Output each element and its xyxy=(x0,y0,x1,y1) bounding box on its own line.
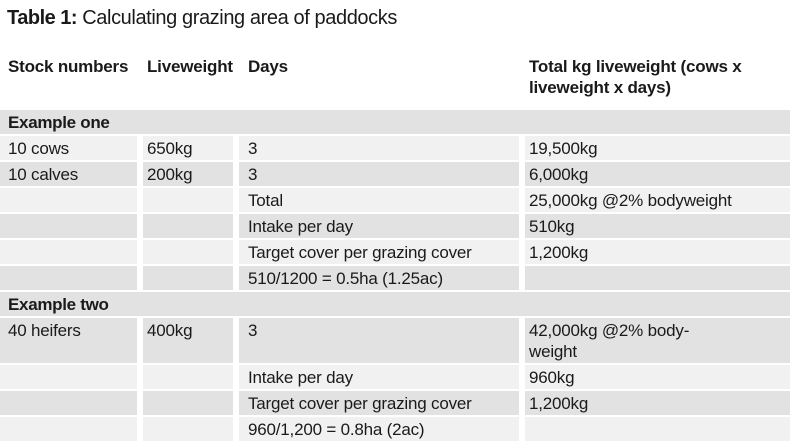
table-cell: 1,200kg xyxy=(525,391,790,415)
table-row: 10 cows 650kg 3 19,500kg xyxy=(0,136,790,160)
section-header: Example one xyxy=(0,110,790,134)
table-cell: 10 cows xyxy=(0,136,137,160)
table-cell xyxy=(525,266,790,290)
table-cell: 3 xyxy=(239,136,519,160)
table-cell: 40 heifers xyxy=(0,318,137,363)
table-cell xyxy=(143,266,233,290)
table-cell: 42,000kg @2% body- weight xyxy=(525,318,790,363)
table-cell xyxy=(0,365,137,389)
table-cell: 19,500kg xyxy=(525,136,790,160)
column-header-days: Days xyxy=(248,57,288,76)
table-cell: 10 calves xyxy=(0,162,137,186)
table-cell: 1,200kg xyxy=(525,240,790,264)
table-cell: Intake per day xyxy=(239,365,519,389)
table-cell: Total xyxy=(239,188,519,212)
table-cell xyxy=(0,188,137,212)
table-cell xyxy=(0,266,137,290)
column-header-total-kg-liveweight: Total kg liveweight (cows x liveweight x… xyxy=(529,57,742,97)
table-cell xyxy=(143,214,233,238)
table-row: 10 calves 200kg 3 6,000kg xyxy=(0,162,790,186)
table-cell xyxy=(0,240,137,264)
column-header-stock-numbers: Stock numbers xyxy=(8,57,129,76)
table-cell: 400kg xyxy=(143,318,233,363)
table-cell xyxy=(143,391,233,415)
table-title-label: Table 1: xyxy=(7,7,78,29)
table-title-text: Calculating grazing area of paddocks xyxy=(82,7,397,29)
table-cell xyxy=(0,417,137,441)
table-cell: 6,000kg xyxy=(525,162,790,186)
table-body: Example one 10 cows 650kg 3 19,500kg 10 calve… xyxy=(0,110,790,441)
table-header-row: Stock numbers Liveweight Days Total kg l… xyxy=(0,56,790,108)
table-cell: 510/1200 = 0.5ha (1.25ac) xyxy=(239,266,519,290)
table-title: Table 1: Calculating grazing area of pad… xyxy=(0,0,790,30)
table-row: Target cover per grazing cover 1,200kg xyxy=(0,391,790,415)
table-row: Intake per day 510kg xyxy=(0,214,790,238)
table-cell: 650kg xyxy=(143,136,233,160)
column-header-liveweight: Liveweight xyxy=(147,57,233,76)
table-row: 40 heifers 400kg 3 42,000kg @2% body- weigh… xyxy=(0,318,790,363)
table-cell xyxy=(143,417,233,441)
table-cell xyxy=(525,417,790,441)
table-cell: 200kg xyxy=(143,162,233,186)
table-cell xyxy=(143,240,233,264)
table-cell: 510kg xyxy=(525,214,790,238)
table-row: Target cover per grazing cover 1,200kg xyxy=(0,240,790,264)
section-header: Example two xyxy=(0,292,790,316)
table-row: 960/1,200 = 0.8ha (2ac) xyxy=(0,417,790,441)
table-cell: 25,000kg @2% bodyweight xyxy=(525,188,790,212)
table-cell xyxy=(143,188,233,212)
table-cell: Intake per day xyxy=(239,214,519,238)
table-row: Intake per day 960kg xyxy=(0,365,790,389)
table-row: 510/1200 = 0.5ha (1.25ac) xyxy=(0,266,790,290)
table-cell: 3 xyxy=(239,162,519,186)
table-cell xyxy=(0,214,137,238)
table-cell xyxy=(143,365,233,389)
table-cell: 3 xyxy=(239,318,519,363)
table-cell: Target cover per grazing cover xyxy=(239,240,519,264)
table-row: Total 25,000kg @2% bodyweight xyxy=(0,188,790,212)
table-cell: 960kg xyxy=(525,365,790,389)
table-cell xyxy=(0,391,137,415)
table-cell: Target cover per grazing cover xyxy=(239,391,519,415)
table-cell: 960/1,200 = 0.8ha (2ac) xyxy=(239,417,519,441)
